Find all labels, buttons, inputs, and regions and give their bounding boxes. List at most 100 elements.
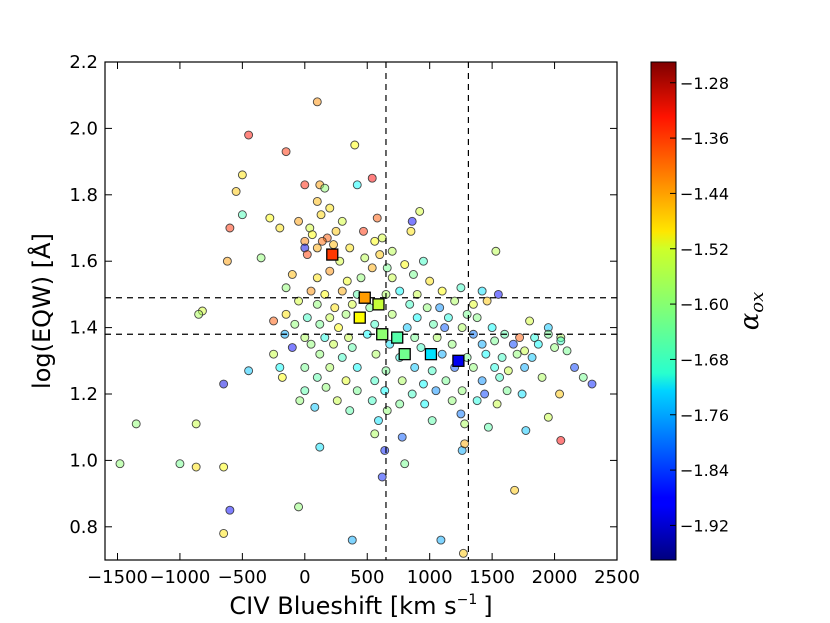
data-point (543, 412, 553, 422)
data-point (219, 379, 229, 389)
data-point (431, 386, 441, 396)
data-point (329, 240, 338, 250)
data-point (491, 246, 501, 256)
data-point (330, 303, 340, 313)
data-point (244, 366, 254, 376)
data-point (294, 502, 304, 512)
data-point (115, 459, 125, 469)
data-point (405, 299, 415, 309)
data-point (312, 243, 322, 253)
data-point (281, 309, 291, 319)
y-tick-label: 1.8 (69, 185, 98, 206)
data-point (225, 505, 235, 515)
data-point (310, 402, 320, 412)
y-tick-label: 1.2 (69, 384, 98, 405)
colorbar-tick-label: −1.60 (680, 295, 729, 314)
data-point (570, 362, 579, 372)
data-points (115, 97, 597, 558)
x-tick-label: 0 (299, 567, 310, 588)
data-point (556, 336, 566, 346)
data-point (317, 236, 327, 246)
data-point (312, 299, 322, 309)
data-point (412, 289, 422, 299)
data-point (408, 270, 418, 279)
binned-mean-marker (452, 354, 465, 367)
data-point (412, 313, 422, 323)
data-point (256, 253, 266, 263)
data-point (435, 303, 445, 313)
data-point (370, 236, 380, 246)
data-point (237, 170, 247, 180)
data-point (530, 333, 540, 343)
y-tick-label: 2.2 (69, 52, 98, 73)
data-point (456, 283, 466, 293)
data-point (312, 97, 322, 107)
data-point (329, 339, 338, 349)
y-tick-label: 1.0 (69, 450, 98, 471)
data-point (372, 213, 382, 223)
data-point (468, 362, 478, 372)
data-point (456, 409, 466, 419)
data-point (400, 459, 410, 469)
data-point (191, 462, 201, 472)
data-point (418, 256, 428, 266)
binned-mean-marker (398, 348, 411, 361)
data-point (497, 353, 507, 362)
data-point (468, 299, 478, 309)
data-point (397, 376, 407, 386)
data-point (477, 376, 487, 386)
data-point (427, 366, 437, 376)
data-point (406, 226, 416, 236)
data-point (312, 273, 322, 283)
binned-mean-marker (391, 331, 404, 344)
data-point (410, 333, 420, 343)
data-point (415, 206, 425, 216)
data-point (219, 528, 229, 538)
data-point (440, 323, 450, 333)
data-point (281, 283, 291, 293)
data-point (395, 286, 405, 296)
data-point (316, 210, 326, 220)
data-point (337, 353, 347, 362)
colorbar-title: αox (735, 292, 768, 331)
data-point (374, 416, 383, 426)
y-tick-label: 1.4 (69, 318, 98, 339)
colorbar-tick-label: −1.36 (680, 129, 729, 148)
data-point (344, 333, 353, 343)
data-point (225, 223, 235, 233)
data-point (367, 396, 377, 406)
data-point (294, 296, 304, 306)
data-point (521, 426, 531, 435)
data-point (400, 260, 410, 269)
data-point (420, 399, 430, 409)
data-point (525, 316, 535, 326)
binned-mean-marker (358, 291, 371, 304)
data-point (300, 386, 310, 396)
data-point (315, 319, 325, 329)
data-point (337, 216, 347, 226)
y-axis: 0.8 1.0 1.2 1.4 1.6 1.8 2.0 2.2 (69, 52, 617, 538)
data-point (562, 346, 572, 356)
binned-mean-marker (424, 348, 438, 361)
data-point (356, 273, 366, 283)
data-point (325, 266, 335, 276)
data-point (359, 226, 368, 236)
data-point (517, 389, 527, 399)
data-point (490, 336, 500, 346)
data-point (510, 485, 520, 495)
data-point (520, 346, 530, 356)
data-point (360, 253, 370, 263)
data-point (295, 396, 305, 406)
data-point (320, 333, 330, 343)
data-point (175, 459, 185, 469)
data-point (462, 309, 472, 319)
data-point (387, 309, 397, 319)
data-point (556, 436, 566, 445)
data-point (437, 349, 447, 359)
data-point (347, 299, 357, 309)
data-point (300, 333, 310, 343)
data-point (418, 379, 428, 389)
data-point (377, 233, 387, 243)
data-point (287, 270, 297, 279)
data-point (502, 386, 512, 396)
